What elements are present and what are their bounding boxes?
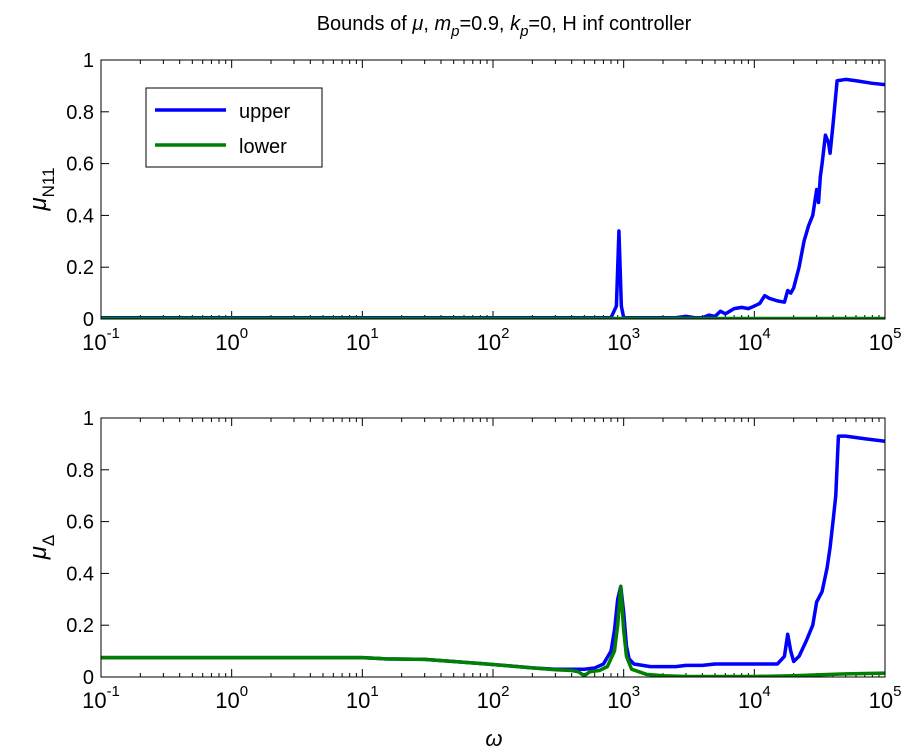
chart-title: Bounds of μ, mp=0.9, kp=0, H inf control… xyxy=(317,13,692,40)
y-tick-label: 0.4 xyxy=(66,563,94,585)
x-tick-label: 104 xyxy=(738,683,771,713)
y-tick-label: 0.2 xyxy=(66,257,94,279)
x-tick-label: 100 xyxy=(215,683,248,713)
x-tick-label: 103 xyxy=(607,683,640,713)
x-tick-label: 103 xyxy=(607,325,640,355)
y-tick-label: 0.8 xyxy=(66,102,94,124)
y-axis-label: μΔ xyxy=(25,535,58,561)
x-tick-label: 100 xyxy=(215,325,248,355)
x-tick-label: 102 xyxy=(477,325,510,355)
y-tick-label: 0.4 xyxy=(66,205,94,227)
x-tick-label: 102 xyxy=(477,683,510,713)
legend: upper lower xyxy=(146,88,322,167)
x-tick-label: 101 xyxy=(346,325,379,355)
x-axis-label: ω xyxy=(485,726,502,751)
upper-plot: 10-1 100 101 102 103 104 10500.20.40.60.81μN11… xyxy=(25,50,901,355)
x-tick-label: 104 xyxy=(738,325,771,355)
legend-entry-label: upper xyxy=(239,101,290,123)
x-tick-label: 105 xyxy=(869,683,902,713)
y-tick-label: 0.6 xyxy=(66,154,94,176)
axes-frame xyxy=(101,418,885,677)
y-tick-label: 1 xyxy=(83,408,94,430)
y-axis-label: μN11 xyxy=(25,167,58,211)
y-tick-label: 1 xyxy=(83,50,94,72)
y-tick-label: 0.6 xyxy=(66,512,94,534)
y-tick-label: 0.8 xyxy=(66,460,94,482)
x-tick-label: 101 xyxy=(346,683,379,713)
series-line-upper xyxy=(101,436,885,669)
legend-box xyxy=(146,88,322,167)
y-tick-label: 0 xyxy=(83,309,94,331)
legend-entry-label: lower xyxy=(239,136,287,158)
x-tick-label: 105 xyxy=(869,325,902,355)
y-tick-label: 0.2 xyxy=(66,615,94,637)
y-tick-label: 0 xyxy=(83,667,94,689)
